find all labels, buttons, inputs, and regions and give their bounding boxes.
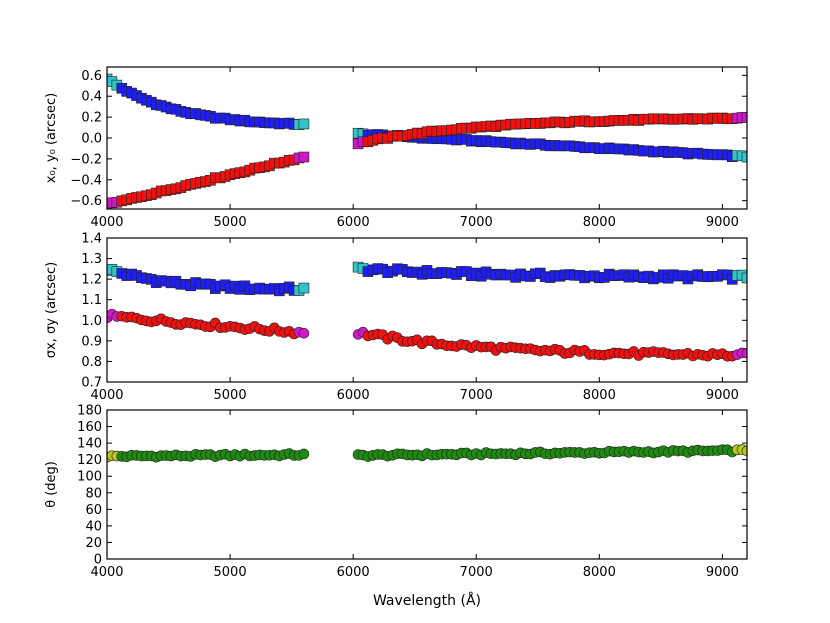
- y-tick-label: 1.3: [81, 252, 102, 267]
- y-tick-label: 20: [85, 536, 102, 551]
- x-tick-label: 7000: [460, 388, 493, 403]
- x-tick-label: 6000: [337, 215, 370, 230]
- x-tick-label: 5000: [214, 388, 247, 403]
- x-tick-label: 7000: [460, 215, 493, 230]
- axes-frame: [106, 409, 748, 560]
- sigma_x-point: [741, 272, 747, 284]
- theta-point: [298, 448, 310, 460]
- y-tick-label: 0.9: [81, 334, 102, 349]
- y-tick-label: 180: [77, 404, 102, 419]
- x-tick-label: 4000: [90, 215, 123, 230]
- y-axis-label: θ (deg): [44, 461, 59, 508]
- sigma_x-point: [298, 282, 310, 294]
- y-tick-label: −0.4: [70, 173, 102, 188]
- x-tick-label: 5000: [214, 215, 247, 230]
- x-tick-label: 6000: [337, 565, 370, 580]
- x0-point: [298, 118, 310, 130]
- axes-bottom: 4000 5000 6000 7000 8000 90000204060801001201…: [44, 404, 748, 609]
- y-tick-label: 0.7: [81, 376, 102, 391]
- x-tick-label: 8000: [583, 388, 616, 403]
- y-tick-label: 140: [77, 437, 102, 452]
- y-tick-label: 120: [77, 453, 102, 468]
- y0-point: [298, 151, 310, 163]
- series-layer: [107, 261, 747, 362]
- axes-middle: 4000 5000 6000 7000 8000 9000 0.7 0.8 0.9 1.0 1.1 1…: [44, 232, 748, 403]
- x-tick-label: 4000: [90, 388, 123, 403]
- series-layer: [107, 73, 747, 209]
- y-tick-label: 0.8: [81, 355, 102, 370]
- axes-top: 4000 5000 6000 7000 8000 9000 −0.6 −0.4 −0.2 0.0 0…: [44, 66, 748, 230]
- sigma_y-point: [298, 327, 310, 339]
- y-tick-label: −0.2: [70, 152, 102, 167]
- y-tick-label: 0.6: [81, 69, 102, 84]
- x-axis-label: Wavelength (Å): [373, 592, 481, 609]
- series-layer: [107, 444, 747, 463]
- y-tick-label: 160: [77, 420, 102, 435]
- y-tick-label: 1.1: [81, 293, 102, 308]
- sigma_y-point: [741, 347, 747, 359]
- x-tick-label: 7000: [460, 565, 493, 580]
- x-tick-label: 4000: [90, 565, 123, 580]
- y-tick-label: 80: [85, 486, 102, 501]
- x-tick-label: 9000: [706, 565, 739, 580]
- y-tick-label: 0.0: [81, 132, 102, 147]
- y-tick-label: 60: [85, 503, 102, 518]
- y-tick-label: 0.4: [81, 90, 102, 105]
- y-tick-label: 0.2: [81, 111, 102, 126]
- axes-frame: [106, 66, 748, 210]
- x-tick-label: 9000: [706, 388, 739, 403]
- y0-point: [741, 112, 747, 123]
- x-tick-label: 8000: [583, 565, 616, 580]
- y-tick-label: 0: [94, 553, 102, 568]
- y-tick-label: 1.0: [81, 314, 102, 329]
- y-tick-label: −0.6: [70, 194, 102, 209]
- x0-point: [741, 151, 747, 163]
- y-tick-label: 1.4: [81, 232, 102, 247]
- y-tick-label: 40: [85, 519, 102, 534]
- y-axis-label: σx, σy (arcsec): [44, 262, 59, 359]
- y-axis-label: x₀, y₀ (arcsec): [44, 93, 59, 183]
- x-tick-label: 6000: [337, 388, 370, 403]
- x-tick-label: 9000: [706, 215, 739, 230]
- x-tick-label: 5000: [214, 565, 247, 580]
- y-tick-label: 1.2: [81, 273, 102, 288]
- y-tick-label: 100: [77, 470, 102, 485]
- axes-frame: [106, 237, 748, 383]
- x-tick-label: 8000: [583, 215, 616, 230]
- theta-point: [741, 445, 747, 457]
